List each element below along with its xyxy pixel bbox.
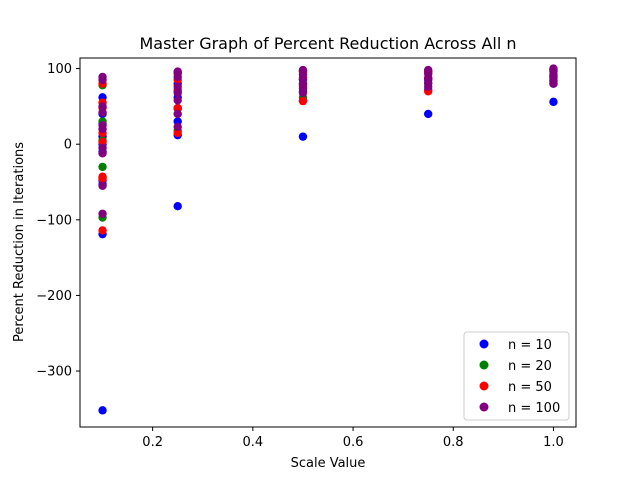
- point-series-2-12: [173, 128, 182, 138]
- point-series-2-6: [98, 174, 107, 184]
- point-series-3-33: [549, 79, 558, 88]
- y-tick-label: −200: [36, 289, 72, 304]
- legend-label-0: n = 10: [508, 338, 552, 353]
- point-series-2-7: [98, 226, 107, 235]
- point-series-3-16: [173, 122, 182, 132]
- point-series-3-15: [173, 109, 182, 119]
- point-series-0-21: [298, 132, 308, 141]
- legend-label-3: n = 100: [508, 401, 560, 416]
- point-series-0-16: [173, 202, 182, 211]
- point-series-3-7: [98, 149, 107, 158]
- point-series-0-9: [98, 406, 107, 415]
- x-tick-label: 0.6: [343, 435, 364, 450]
- point-series-3-12: [173, 82, 182, 91]
- x-tick-label: 1.0: [543, 435, 564, 450]
- point-series-0-25: [424, 109, 433, 119]
- y-tick-label: 0: [64, 138, 72, 153]
- x-tick-label: 0.8: [443, 435, 464, 450]
- point-series-3-22: [298, 88, 308, 97]
- point-series-2-16: [298, 96, 308, 106]
- point-series-3-11: [173, 72, 182, 82]
- legend-label-1: n = 20: [508, 359, 552, 374]
- y-tick-label: −100: [36, 213, 72, 228]
- y-tick-label: 100: [47, 62, 72, 77]
- x-tick-label: 0.2: [142, 435, 163, 450]
- plot-frame: [79, 57, 577, 428]
- legend-items: n = 10 n = 20 n = 50 n = 100: [479, 338, 560, 416]
- y-tick-label: −300: [36, 365, 72, 380]
- point-series-0-29: [549, 97, 558, 107]
- chart-legend: n = 10 n = 20 n = 50 n = 100: [463, 331, 570, 421]
- legend-marker-1: [479, 360, 489, 370]
- point-series-3-2: [98, 102, 107, 111]
- legend-label-2: n = 50: [508, 380, 552, 395]
- point-series-3-3: [98, 108, 107, 117]
- point-series-3-8: [98, 181, 107, 190]
- point-series-3-5: [98, 124, 107, 134]
- point-series-2-4: [98, 137, 107, 147]
- x-axis-label: Scale Value: [291, 456, 366, 471]
- legend-marker-0: [479, 339, 489, 349]
- legend-box: [463, 331, 570, 421]
- point-series-3-14: [173, 96, 182, 105]
- point-series-3-9: [98, 209, 107, 218]
- chart-title: Master Graph of Percent Reduction Across…: [139, 34, 516, 53]
- point-series-3-27: [424, 82, 433, 91]
- point-series-2-11: [173, 103, 182, 113]
- point-series-1-3: [98, 162, 107, 172]
- point-series-3-13: [173, 88, 182, 97]
- legend-marker-2: [479, 381, 489, 391]
- legend-marker-3: [479, 402, 489, 412]
- y-axis-ticks: −300 −200 −100 0 100: [36, 62, 80, 380]
- y-axis-label: Percent Reduction in Iterations: [12, 142, 27, 342]
- x-tick-label: 0.4: [243, 435, 264, 450]
- data-points: [98, 64, 558, 415]
- x-axis-ticks: 0.2 0.4 0.6 0.8 1.0: [142, 427, 564, 450]
- point-series-3-1: [98, 75, 107, 85]
